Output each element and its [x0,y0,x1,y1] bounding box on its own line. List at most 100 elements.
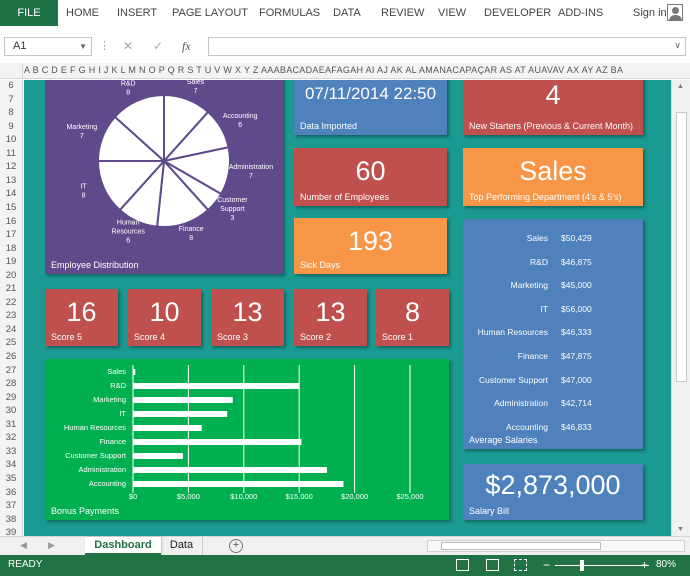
scroll-up-icon[interactable]: ▲ [677,83,684,90]
employees-tile[interactable]: 60 Number of Employees [294,148,447,206]
horizontal-scrollbar[interactable] [427,540,685,552]
column-letters[interactable]: A B C D E F G H I J K L M N O P Q R S T … [24,65,624,75]
vertical-scrollbar[interactable]: ▲ ▼ [671,80,690,536]
select-all-corner[interactable] [0,63,23,79]
tab-page-layout[interactable]: PAGE LAYOUT [172,7,249,19]
average-salaries-tile[interactable]: Sales $50,429 R&D $46,875 Marketing $45,000 IT… [463,219,643,449]
zoom-out-button[interactable]: − [543,558,551,572]
tab-insert[interactable]: INSERT [117,7,158,19]
formula-input[interactable]: ∨ [208,37,686,56]
row-header[interactable]: 11 [6,147,16,159]
new-starters-tile[interactable]: 4 New Starters (Previous & Current Month… [463,80,643,135]
zoom-slider[interactable] [555,565,649,566]
zoom-in-button[interactable]: + [641,558,649,572]
row-header[interactable]: 34 [5,459,17,471]
row-header[interactable]: 33 [5,445,17,457]
row-header[interactable]: 6 [8,80,14,91]
file-tab[interactable]: FILE [0,0,58,26]
user-icon[interactable] [667,4,683,21]
zoom-slider-thumb[interactable] [580,560,584,571]
enter-icon[interactable]: ✓ [153,39,164,53]
sick-days-tile[interactable]: 193 Sick Days [294,218,447,274]
bonus-bar[interactable] [133,453,183,459]
bonus-bar[interactable] [133,383,300,389]
bonus-bar[interactable] [133,397,233,403]
bonus-bar[interactable] [133,425,202,431]
tab-review[interactable]: REVIEW [381,7,425,19]
row-header[interactable]: 39 [5,527,17,537]
row-header[interactable]: 28 [5,378,17,390]
row-header[interactable]: 38 [5,513,17,525]
tab-add-ins[interactable]: ADD-INS [558,7,604,19]
cancel-icon[interactable]: ✕ [123,39,134,53]
tab-developer[interactable]: DEVELOPER [484,7,552,19]
tab-view[interactable]: VIEW [438,7,467,19]
row-header[interactable]: 27 [5,364,17,376]
add-sheet-button[interactable]: + [229,539,243,553]
row-header[interactable]: 19 [5,256,17,268]
score-3-tile[interactable]: 13 Score 3 [211,289,284,346]
score-2-tile[interactable]: 13 Score 2 [294,289,367,346]
row-header[interactable]: 23 [5,310,17,322]
row-header[interactable]: 35 [5,472,17,484]
name-box[interactable]: A1 ▼ [4,37,92,56]
score-5-tile[interactable]: 16 Score 5 [45,289,118,346]
score-1-tile[interactable]: 8 Score 1 [376,289,449,346]
row-header[interactable]: 37 [5,500,17,512]
row-header[interactable]: 13 [5,174,17,186]
row-header[interactable]: 14 [5,188,17,200]
next-sheet-icon[interactable]: ▶ [48,540,55,550]
row-header[interactable]: 22 [5,296,17,308]
bonus-bar[interactable] [133,467,327,473]
row-header[interactable]: 8 [8,107,14,119]
tab-formulas[interactable]: FORMULAS [259,7,321,19]
top-department-tile[interactable]: Sales Top Performing Department (4's & 5… [463,148,643,206]
row-header[interactable]: 18 [5,242,17,254]
row-header[interactable]: 30 [5,405,17,417]
chevron-down-icon[interactable]: ▼ [79,42,87,51]
bonus-bar[interactable] [133,369,136,375]
prev-sheet-icon[interactable]: ◀ [20,540,27,550]
row-header[interactable]: 29 [5,391,17,403]
normal-view-icon[interactable] [456,559,469,571]
pie-slice[interactable] [156,158,210,228]
row-header[interactable]: 16 [5,215,17,227]
row-header[interactable]: 17 [5,229,17,241]
tab-data-sheet[interactable]: Data [161,537,203,555]
row-header[interactable]: 31 [5,418,17,430]
scroll-down-icon[interactable]: ▼ [677,526,684,533]
score-4-tile[interactable]: 10 Score 4 [128,289,201,346]
expand-formula-icon[interactable]: ∨ [674,40,681,50]
tab-data[interactable]: DATA [333,7,361,19]
insert-function-icon[interactable]: fx [182,39,191,53]
page-break-view-icon[interactable] [514,559,527,571]
bonus-bar[interactable] [133,439,302,445]
bonus-bar[interactable] [133,481,344,487]
bonus-bar[interactable] [133,411,228,417]
zoom-level[interactable]: 80% [656,559,677,570]
row-header[interactable]: 15 [5,201,17,213]
row-header[interactable]: 24 [5,323,17,335]
pie-slice[interactable] [113,93,165,164]
tab-home[interactable]: HOME [66,7,99,19]
horizontal-scroll-thumb[interactable] [441,542,601,550]
data-imported-tile[interactable]: 07/11/2014 22:50 Data Imported [294,80,447,135]
pie-slice[interactable] [96,160,167,212]
tab-dashboard[interactable]: Dashboard [85,537,161,555]
bonus-chart-tile[interactable]: $0 $5,000 $10,000 $15,000 $20,000 $25,000 Sale… [45,359,449,520]
salary-bill-tile[interactable]: $2,873,000 Salary Bill [463,464,643,520]
pie-tile[interactable]: Sales 7 Accounting 6 Administration 7 Customer… [45,80,283,274]
row-header[interactable]: 25 [5,337,17,349]
row-header[interactable]: 7 [8,93,14,105]
sign-in-link[interactable]: Sign in [633,7,667,19]
row-header[interactable]: 36 [5,486,17,498]
row-header[interactable]: 20 [5,269,17,281]
row-header[interactable]: 10 [5,134,17,146]
vertical-scroll-thumb[interactable] [676,112,687,382]
row-header[interactable]: 12 [5,161,17,173]
row-header[interactable]: 9 [8,120,14,132]
page-layout-view-icon[interactable] [486,559,499,571]
row-header[interactable]: 32 [5,432,17,444]
row-header[interactable]: 26 [5,351,17,362]
row-header[interactable]: 21 [5,283,17,295]
